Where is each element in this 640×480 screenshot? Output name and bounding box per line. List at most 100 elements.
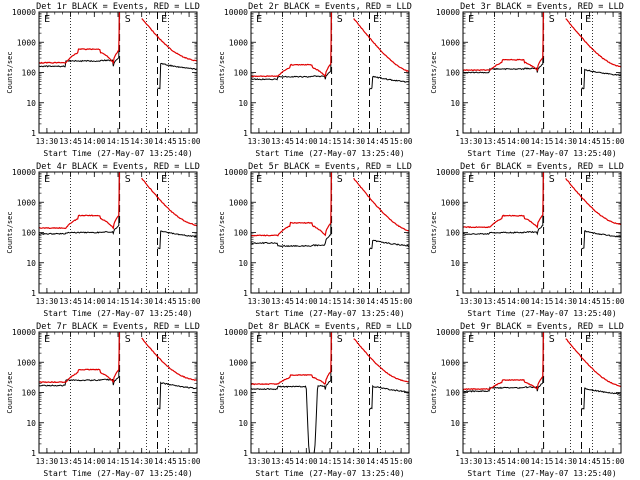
x-tick-label: 14:00 [507,137,530,146]
x-tick-label: 13:30 [36,297,59,306]
y-tick-label: 1 [455,289,460,298]
x-tick-label: 15:00 [178,297,201,306]
panel-title: Det 5r BLACK = Events, RED = LLD [248,162,412,172]
y-tick-label: 10 [26,259,36,268]
chart-panel-1: Det 1r BLACK = Events, RED = LLD Counts/s… [6,2,201,158]
x-tick-label: 13:45 [483,457,506,466]
x-axis-label: Start Time (27-May-07 13:25:40) [467,469,616,478]
events-series-line [251,13,409,90]
y-tick-label: 10000 [224,8,248,17]
chart-panel-2: Det 2r BLACK = Events, RED = LLD Counts/s… [218,2,413,158]
y-tick-label: 1 [31,449,36,458]
x-tick-label: 14:15 [319,137,342,146]
y-tick-label: 10000 [12,168,36,177]
y-tick-label: 1000 [17,358,36,367]
x-tick-label: 14:00 [295,297,318,306]
chart-panel-4: Det 4r BLACK = Events, RED = LLD Counts/s… [6,162,201,318]
y-tick-label: 100 [22,389,37,398]
x-tick-label: 15:00 [178,457,201,466]
x-tick-label: 14:00 [295,457,318,466]
chart-panel-5: Det 5r BLACK = Events, RED = LLD Counts/s… [218,162,413,318]
x-tick-label: 14:30 [130,457,153,466]
x-tick-label: 14:00 [83,457,106,466]
x-axis-label: Start Time (27-May-07 13:25:40) [43,309,192,318]
y-tick-label: 1000 [441,198,460,207]
x-tick-label: 14:00 [83,137,106,146]
plot-frame [250,11,410,134]
x-tick-label: 14:30 [554,457,577,466]
y-axis-label: Counts/sec [430,211,438,253]
lld-series-line [251,12,409,78]
marker-s: S [549,334,555,345]
x-tick-label: 14:00 [295,137,318,146]
events-series-line [463,173,621,250]
marker-s: S [125,174,131,185]
marker-e: E [373,14,379,25]
x-tick-label: 13:45 [483,297,506,306]
lld-series-line [39,332,197,384]
x-tick-label: 13:45 [483,137,506,146]
y-tick-label: 10 [26,99,36,108]
x-tick-label: 14:30 [342,297,365,306]
y-tick-label: 10000 [436,168,460,177]
y-axis-label: Counts/sec [6,371,14,413]
x-axis-label: Start Time (27-May-07 13:25:40) [43,149,192,158]
y-tick-label: 1 [31,289,36,298]
plot-frame [250,331,410,454]
marker-e: E [585,14,591,25]
x-tick-label: 14:15 [107,137,130,146]
x-tick-label: 14:45 [366,457,389,466]
lld-series-line [251,172,409,237]
y-tick-label: 10 [26,419,36,428]
marker-s: S [125,14,131,25]
x-tick-label: 14:15 [531,297,554,306]
marker-e: E [161,334,167,345]
x-tick-label: 15:00 [178,137,201,146]
y-tick-label: 10000 [12,8,36,17]
events-series-line [463,13,621,90]
y-axis-label: Counts/sec [6,51,14,93]
y-tick-label: 10 [238,99,248,108]
y-tick-label: 100 [446,229,461,238]
marker-e: E [256,334,262,345]
x-tick-label: 14:45 [578,457,601,466]
x-tick-label: 13:30 [248,457,271,466]
x-tick-label: 14:30 [554,297,577,306]
y-tick-label: 10 [450,259,460,268]
lld-series-line [463,12,621,72]
x-tick-label: 13:45 [271,457,294,466]
chart-panel-3: Det 3r BLACK = Events, RED = LLD Counts/s… [430,2,625,158]
marker-e: E [468,14,474,25]
x-tick-label: 14:45 [366,297,389,306]
plot-frame [38,11,198,134]
marker-e: E [161,174,167,185]
x-tick-label: 14:15 [319,297,342,306]
x-tick-label: 13:30 [460,457,483,466]
panel-title: Det 2r BLACK = Events, RED = LLD [248,2,412,12]
y-tick-label: 10000 [224,168,248,177]
x-tick-label: 14:00 [507,457,530,466]
x-tick-label: 14:30 [130,137,153,146]
x-tick-label: 15:00 [602,137,625,146]
panel-title: Det 7r BLACK = Events, RED = LLD [36,322,200,332]
x-tick-label: 13:30 [36,457,59,466]
y-tick-label: 1000 [441,38,460,47]
y-tick-label: 100 [234,69,249,78]
panel-title: Det 9r BLACK = Events, RED = LLD [460,322,624,332]
panel-title: Det 4r BLACK = Events, RED = LLD [36,162,200,172]
x-tick-label: 14:45 [154,457,177,466]
x-tick-label: 14:30 [130,297,153,306]
plot-frame [462,11,622,134]
lld-series-line [39,172,197,230]
marker-e: E [44,174,50,185]
chart-panel-9: Det 9r BLACK = Events, RED = LLD Counts/s… [430,322,625,478]
marker-s: S [125,334,131,345]
marker-s: S [337,334,343,345]
marker-e: E [585,174,591,185]
x-axis-label: Start Time (27-May-07 13:25:40) [255,309,404,318]
marker-e: E [468,334,474,345]
y-axis-label: Counts/sec [218,211,226,253]
panel-title: Det 6r BLACK = Events, RED = LLD [460,162,624,172]
y-tick-label: 1 [455,129,460,138]
y-axis-label: Counts/sec [430,51,438,93]
